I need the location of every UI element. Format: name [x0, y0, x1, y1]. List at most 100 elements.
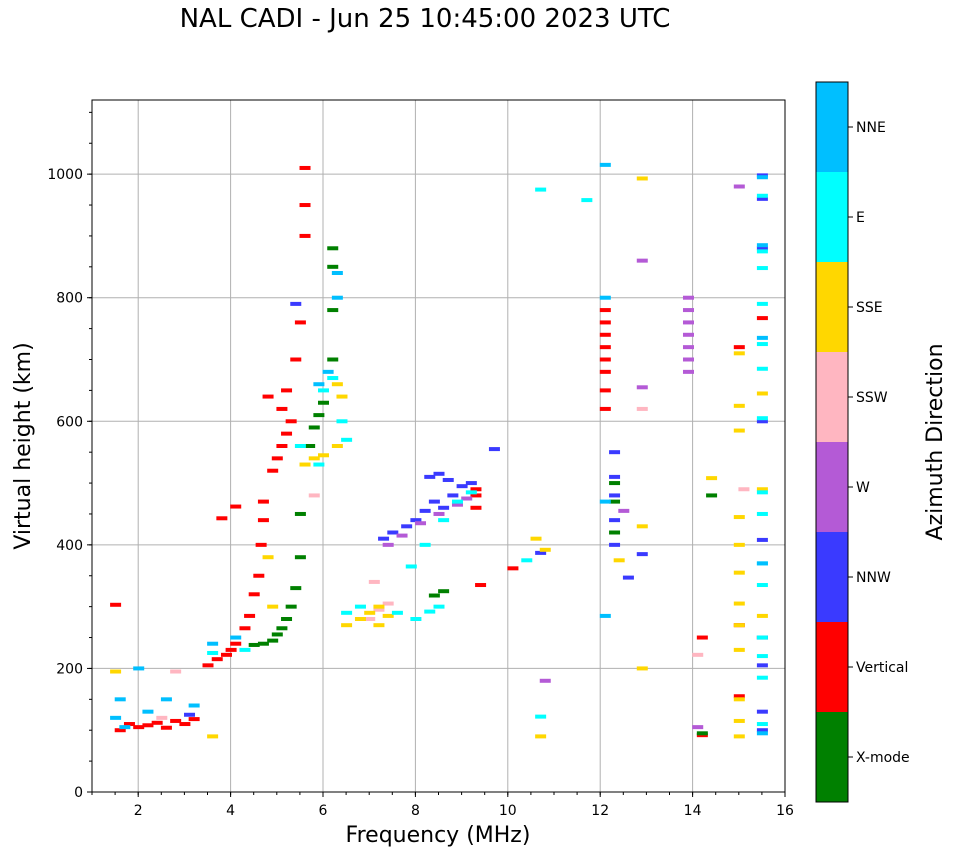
data-point	[244, 613, 256, 618]
data-point	[151, 720, 163, 725]
data-point	[636, 385, 648, 390]
data-point	[133, 725, 145, 730]
data-point	[756, 487, 768, 492]
data-point	[354, 617, 366, 621]
data-point	[756, 635, 768, 640]
data-point	[424, 474, 436, 479]
data-point	[756, 613, 768, 618]
data-point	[733, 570, 745, 575]
data-point	[636, 524, 648, 529]
data-point	[521, 558, 533, 563]
data-point	[756, 561, 768, 566]
data-point	[368, 579, 380, 584]
data-point	[123, 722, 135, 727]
data-point	[692, 652, 704, 657]
data-point	[733, 403, 745, 408]
data-point	[331, 295, 343, 300]
data-point	[299, 203, 311, 208]
data-point	[341, 623, 353, 628]
data-point	[142, 709, 154, 714]
data-point	[382, 601, 394, 606]
colorbar-segment	[816, 262, 848, 352]
data-point	[470, 487, 482, 492]
data-point	[599, 345, 611, 350]
y-tick-label: 800	[56, 291, 83, 307]
data-point	[738, 487, 750, 492]
data-point	[364, 610, 376, 615]
data-point	[211, 657, 223, 662]
data-point	[488, 447, 500, 452]
data-point	[599, 295, 611, 300]
data-point	[470, 505, 482, 510]
data-point	[318, 388, 329, 393]
data-point	[239, 647, 251, 652]
colorbar-tick-label: SSE	[856, 300, 883, 316]
data-point	[216, 516, 228, 521]
data-point	[396, 533, 408, 538]
data-point	[756, 416, 768, 421]
data-point	[733, 694, 745, 699]
data-point	[294, 320, 306, 325]
data-point	[636, 666, 648, 671]
data-point	[354, 604, 366, 609]
data-point	[257, 518, 269, 523]
data-point	[248, 642, 260, 647]
data-point	[438, 589, 450, 594]
data-point	[336, 394, 348, 399]
data-point	[327, 264, 339, 269]
data-point	[682, 369, 694, 374]
colorbar-segment	[816, 352, 848, 442]
data-point	[733, 697, 745, 702]
data-point	[756, 391, 768, 396]
data-point	[599, 332, 611, 337]
data-point	[609, 493, 621, 498]
data-point	[609, 450, 621, 455]
data-point	[179, 722, 191, 727]
data-point	[327, 357, 339, 362]
data-point	[438, 505, 450, 510]
data-point	[428, 499, 440, 504]
data-point	[733, 515, 745, 520]
data-point	[382, 542, 394, 547]
data-point	[599, 357, 611, 362]
data-point	[470, 493, 482, 498]
data-point	[276, 444, 288, 448]
x-axis-label: Frequency (MHz)	[346, 823, 531, 848]
data-point	[410, 518, 422, 523]
data-point	[733, 623, 745, 628]
data-point	[428, 593, 440, 598]
data-point	[110, 715, 122, 720]
data-point	[239, 626, 251, 631]
data-point	[539, 678, 551, 683]
data-point	[110, 669, 122, 674]
data-point	[230, 641, 242, 646]
data-point	[682, 357, 694, 362]
x-axis-ticks: 2 4 6 8 10 12 14 16	[91, 792, 794, 819]
data-point	[114, 697, 126, 702]
x-tick-label: 14	[684, 803, 702, 819]
data-point	[451, 499, 463, 504]
data-point	[294, 511, 306, 516]
data-point	[341, 610, 353, 615]
data-point	[756, 675, 768, 680]
data-point	[733, 718, 745, 723]
data-point	[461, 496, 473, 501]
data-point	[336, 419, 348, 424]
data-point	[327, 246, 339, 251]
data-point	[756, 243, 768, 248]
data-point	[253, 573, 265, 578]
data-point	[267, 638, 279, 643]
data-point	[419, 542, 431, 547]
data-point	[733, 428, 745, 433]
data-point	[609, 474, 621, 479]
data-point	[433, 511, 445, 516]
data-point	[599, 388, 611, 393]
data-point	[756, 654, 768, 659]
data-point	[160, 697, 172, 702]
y-axis-label: Virtual height (km)	[11, 342, 36, 549]
data-point	[756, 728, 768, 733]
data-point	[599, 369, 611, 374]
series-nne	[110, 162, 768, 736]
series-w	[382, 184, 745, 730]
y-axis-ticks: 0 200 400 600 800 1000	[47, 111, 92, 801]
